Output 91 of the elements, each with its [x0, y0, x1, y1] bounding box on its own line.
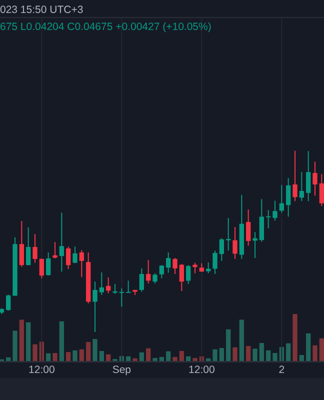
text: 675 L0.04204 C0.04675 +0.00427 (+10.05%): [0, 21, 212, 33]
bar: [259, 343, 264, 361]
candlestick: [99, 272, 104, 296]
candlestick: [126, 280, 131, 294]
bar: [232, 347, 238, 361]
bar: [286, 343, 291, 361]
bar: [192, 358, 198, 361]
candlestick: [266, 209, 271, 229]
bar: [12, 330, 18, 361]
bar: [159, 357, 164, 361]
bar: [59, 321, 64, 361]
bar: [66, 352, 71, 361]
bar: [226, 329, 231, 361]
candlestick: [212, 250, 218, 274]
bar: [139, 352, 144, 361]
bar: [172, 357, 178, 361]
candlestick: [272, 200, 278, 222]
candlestick: [292, 150, 298, 202]
bar: [166, 351, 171, 361]
candlestick: [319, 174, 324, 206]
bar: [26, 322, 31, 361]
candlestick: [46, 252, 51, 276]
bar: [312, 345, 318, 361]
bar: [132, 358, 138, 361]
bar: [32, 344, 38, 361]
x-tick-label: 2: [278, 364, 285, 376]
bar: [179, 350, 184, 361]
bar: [92, 339, 98, 361]
bar: [46, 353, 51, 361]
bar: [19, 320, 24, 361]
bar: [272, 353, 278, 361]
bar: [212, 349, 218, 361]
candlestick: [186, 264, 191, 284]
bar: [52, 353, 58, 361]
bar: [299, 354, 304, 361]
candlestick: [26, 226, 31, 266]
candlestick: [79, 250, 84, 278]
candlestick: [72, 246, 78, 264]
candlestick: [152, 272, 158, 284]
candlestick: [299, 172, 304, 202]
candlestick: [59, 212, 64, 272]
candlestick: [139, 268, 144, 292]
candlestick: [306, 150, 311, 202]
candlestick: [206, 262, 211, 274]
bar: [152, 358, 158, 361]
bar: [246, 346, 251, 361]
candlestick: [252, 232, 258, 259]
bar: [306, 333, 311, 361]
candlestick: [226, 217, 231, 252]
bar: [79, 349, 84, 361]
bar: [72, 350, 78, 361]
candlestick: [19, 220, 24, 268]
candlestick: [286, 178, 291, 218]
x-tick-label: 12:00: [188, 364, 215, 376]
candlestick: [232, 226, 238, 260]
bar: [6, 357, 11, 361]
bar: [292, 314, 298, 361]
candlestick: [92, 281, 98, 332]
x-tick-label: 12:00: [28, 364, 55, 376]
candlestick: [66, 246, 71, 270]
candlestick: [119, 288, 124, 308]
candlestick: [32, 234, 38, 264]
bar: [239, 320, 244, 361]
candlestick: [279, 184, 284, 214]
candlestick: [166, 252, 171, 274]
candlestick: [159, 264, 164, 279]
candlestick: [106, 276, 111, 294]
x-tick-label: Sep: [112, 364, 132, 376]
bar: [106, 354, 111, 361]
candlestick: [246, 208, 251, 246]
bar: [252, 348, 258, 361]
bar: [319, 338, 324, 361]
candlestick: [179, 264, 184, 292]
bar: [86, 342, 91, 361]
candlestick: [146, 260, 151, 284]
candlestick: [312, 161, 318, 196]
bar: [186, 356, 191, 361]
candlestick: [192, 262, 198, 274]
candlestick: [39, 258, 44, 279]
candlestick: [6, 294, 11, 312]
bar: [206, 358, 211, 361]
candlestick: [52, 242, 58, 259]
bar: [266, 350, 271, 361]
bar: [219, 348, 224, 361]
candlestick: [219, 238, 224, 262]
bar: [99, 350, 104, 361]
bar: [126, 356, 131, 361]
candlestick: [172, 258, 178, 274]
candlestick: [259, 198, 264, 242]
bar: [146, 348, 151, 361]
text: 023 15:50 UTC+3: [0, 4, 84, 16]
